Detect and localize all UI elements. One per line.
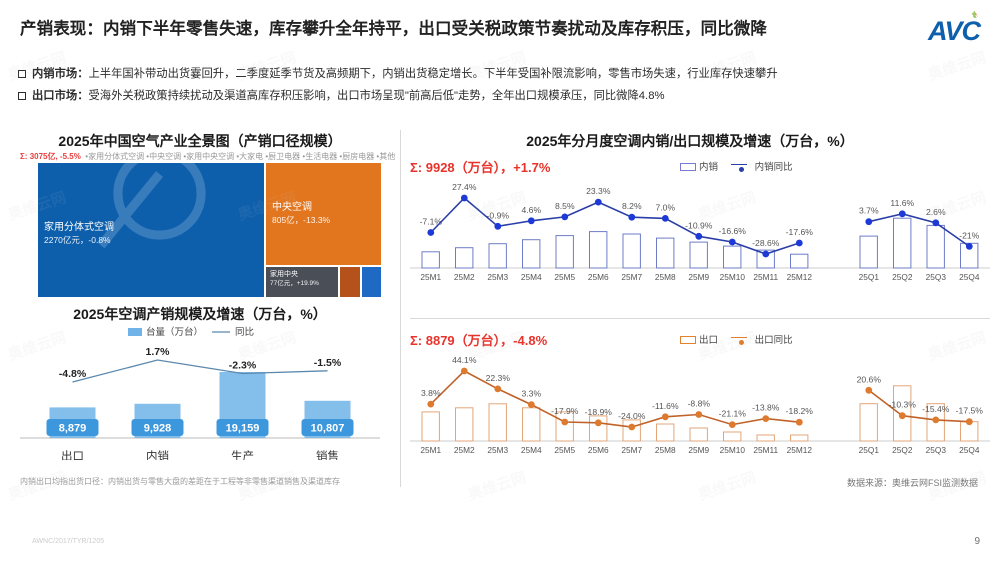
svg-text:10,807: 10,807	[311, 423, 345, 435]
svg-text:-18.9%: -18.9%	[585, 407, 613, 417]
svg-text:25Q2: 25Q2	[892, 272, 913, 282]
svg-text:4.6%: 4.6%	[522, 205, 542, 215]
svg-text:销售: 销售	[316, 449, 339, 460]
svg-text:-21%: -21%	[959, 230, 979, 240]
svg-text:25M7: 25M7	[621, 272, 642, 282]
svg-text:同比: 同比	[235, 326, 254, 338]
svg-text:25M10: 25M10	[720, 445, 746, 455]
svg-text:25M3: 25M3	[487, 445, 508, 455]
svg-text:-11.6%: -11.6%	[652, 401, 679, 411]
svg-text:20.6%: 20.6%	[857, 374, 882, 384]
svg-text:44.1%: 44.1%	[452, 355, 477, 365]
svg-text:25M9: 25M9	[688, 445, 709, 455]
svg-text:-13.8%: -13.8%	[752, 403, 780, 413]
svg-text:台量（万台）: 台量（万台）	[146, 326, 203, 338]
svg-text:25M9: 25M9	[688, 272, 709, 282]
svg-text:-1.5%: -1.5%	[314, 357, 342, 369]
svg-text:25M4: 25M4	[521, 272, 542, 282]
svg-text:3.7%: 3.7%	[859, 206, 879, 216]
svg-text:内销: 内销	[146, 449, 169, 460]
svg-text:25M12: 25M12	[787, 272, 813, 282]
svg-text:25M8: 25M8	[655, 272, 676, 282]
svg-text:25M10: 25M10	[720, 272, 746, 282]
svg-text:25M8: 25M8	[655, 445, 676, 455]
svg-text:25Q2: 25Q2	[892, 445, 913, 455]
svg-text:23.3%: 23.3%	[586, 186, 611, 196]
svg-text:25Q1: 25Q1	[859, 272, 880, 282]
svg-text:25Q3: 25Q3	[926, 445, 947, 455]
svg-text:22.3%: 22.3%	[486, 373, 511, 383]
svg-text:-10.9%: -10.9%	[685, 220, 713, 230]
svg-text:-21.1%: -21.1%	[719, 409, 747, 419]
svg-text:-7.1%: -7.1%	[420, 217, 443, 227]
svg-text:3.8%: 3.8%	[421, 388, 441, 398]
svg-text:25M6: 25M6	[588, 272, 609, 282]
svg-text:-24.0%: -24.0%	[618, 411, 646, 421]
svg-text:-4.8%: -4.8%	[59, 368, 87, 380]
svg-text:25M2: 25M2	[454, 272, 475, 282]
svg-text:25M11: 25M11	[753, 272, 778, 282]
svg-text:8.5%: 8.5%	[555, 201, 575, 211]
svg-text:-16.6%: -16.6%	[719, 226, 747, 236]
svg-text:11.6%: 11.6%	[890, 198, 914, 208]
svg-text:25Q3: 25Q3	[926, 272, 947, 282]
svg-text:-0.9%: -0.9%	[487, 210, 510, 220]
svg-text:3.3%: 3.3%	[522, 389, 542, 399]
svg-text:8,879: 8,879	[59, 423, 87, 435]
svg-text:-17.6%: -17.6%	[786, 227, 814, 237]
svg-text:-17.5%: -17.5%	[956, 406, 984, 416]
svg-text:25M4: 25M4	[521, 445, 542, 455]
svg-text:19,159: 19,159	[226, 423, 260, 435]
svg-text:-2.3%: -2.3%	[229, 360, 257, 372]
svg-text:8.2%: 8.2%	[622, 201, 642, 211]
svg-text:-18.2%: -18.2%	[786, 406, 814, 416]
svg-text:-15.4%: -15.4%	[922, 404, 950, 414]
svg-text:25Q1: 25Q1	[859, 445, 880, 455]
svg-text:25Q4: 25Q4	[959, 272, 980, 282]
svg-text:25M3: 25M3	[487, 272, 508, 282]
svg-text:25M6: 25M6	[588, 445, 609, 455]
svg-text:25M11: 25M11	[753, 445, 778, 455]
svg-text:生产: 生产	[231, 449, 254, 460]
svg-text:-28.6%: -28.6%	[752, 238, 780, 248]
svg-text:25M7: 25M7	[621, 445, 642, 455]
svg-text:25M12: 25M12	[787, 445, 813, 455]
svg-text:7.0%: 7.0%	[656, 202, 676, 212]
svg-text:9,928: 9,928	[144, 423, 172, 435]
svg-text:25M1: 25M1	[420, 445, 441, 455]
svg-text:-10.3%: -10.3%	[889, 400, 917, 410]
svg-text:-8.8%: -8.8%	[688, 399, 711, 409]
svg-text:25Q4: 25Q4	[959, 445, 980, 455]
svg-text:-17.9%: -17.9%	[551, 406, 579, 416]
svg-text:出口: 出口	[61, 449, 84, 460]
svg-text:25M1: 25M1	[420, 272, 441, 282]
svg-text:25M5: 25M5	[554, 272, 575, 282]
svg-text:25M2: 25M2	[454, 445, 475, 455]
svg-text:27.4%: 27.4%	[452, 182, 477, 192]
svg-text:1.7%: 1.7%	[146, 346, 171, 358]
svg-text:25M5: 25M5	[554, 445, 575, 455]
svg-text:2.6%: 2.6%	[926, 207, 946, 217]
